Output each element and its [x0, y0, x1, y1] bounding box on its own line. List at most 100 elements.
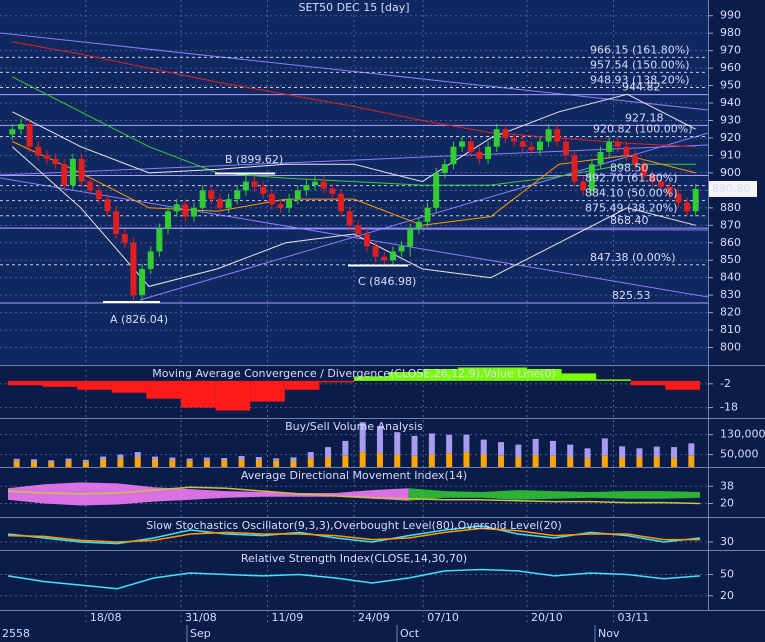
volume-bar — [584, 458, 591, 467]
volume-bar — [653, 446, 660, 457]
volume-bar — [203, 457, 210, 461]
candle-body — [234, 190, 241, 200]
candle-body — [441, 164, 448, 173]
volume-bar — [480, 439, 487, 455]
moving-average — [12, 76, 696, 186]
histogram-bar — [665, 380, 700, 390]
candle-body — [562, 141, 569, 156]
volume-bar — [30, 459, 37, 462]
volume-bar — [100, 456, 107, 460]
pivot-label: C (846.98) — [358, 275, 416, 288]
candle-body — [649, 176, 656, 182]
level-label: 892.70 (61.80%) — [585, 172, 678, 185]
volume-bar — [567, 457, 574, 467]
candle-body — [606, 141, 613, 152]
level-label: 927.18 — [625, 111, 664, 124]
candle-body — [675, 193, 682, 203]
candle-body — [208, 190, 215, 200]
moving-average — [12, 93, 696, 183]
candle-body — [433, 172, 440, 208]
volume-bar — [688, 455, 695, 467]
y-tick-label: 840 — [720, 271, 741, 284]
candle-body — [381, 256, 388, 261]
volume-bar — [515, 457, 522, 467]
level-label: 847.38 (0.00%) — [590, 251, 676, 264]
histogram-bar — [215, 380, 251, 411]
indicator-marks — [7, 525, 701, 545]
candle-body — [450, 146, 457, 165]
candle-body — [632, 155, 639, 165]
volume-bar — [601, 455, 608, 467]
candle-body — [242, 181, 249, 191]
volume-bar — [273, 458, 280, 461]
volume-bar — [169, 460, 176, 467]
volume-bar — [446, 453, 453, 467]
candle-body — [286, 199, 293, 208]
y-tick-label: 870 — [720, 218, 741, 231]
volume-bar — [238, 459, 245, 467]
volume-bar — [13, 458, 20, 461]
y-tick-label: 970 — [720, 44, 741, 57]
candle-body — [165, 211, 172, 229]
volume-bar — [342, 455, 349, 467]
candle-body — [182, 204, 189, 217]
y-tick-label: -2 — [720, 377, 731, 390]
indicator-marks — [8, 367, 700, 411]
volume-bar — [134, 457, 141, 467]
y-tick-label: 830 — [720, 288, 741, 301]
volume-bar — [65, 461, 72, 467]
volume-bar — [671, 447, 678, 459]
candle-body — [9, 129, 16, 135]
volume-bar — [376, 453, 383, 467]
volume-bar — [186, 458, 193, 461]
candle-body — [312, 181, 319, 186]
volume-bar — [48, 460, 55, 463]
candle-body — [528, 146, 535, 151]
level-label: 944.82 — [622, 81, 661, 94]
candle-body — [398, 246, 405, 252]
histogram-bar — [630, 380, 666, 386]
volume-bar — [290, 457, 297, 462]
x-tick-label: 18/08 — [90, 611, 122, 624]
histogram-bar — [8, 380, 43, 386]
y-tick-label: 900 — [720, 166, 741, 179]
candle-body — [35, 146, 42, 156]
histogram-bar — [561, 373, 597, 381]
candle-body — [338, 193, 345, 212]
volume-bar — [325, 447, 332, 458]
y-tick-label: 960 — [720, 61, 741, 74]
volume-bar — [480, 454, 487, 467]
histogram-bar — [284, 380, 320, 390]
candle-body — [666, 186, 673, 194]
volume-bar — [428, 433, 435, 455]
volume-bar — [619, 457, 626, 467]
y-tick-label: 50,000 — [720, 448, 759, 461]
y-tick-label: 20 — [720, 589, 734, 602]
period-label: Nov — [598, 627, 620, 640]
indicator-line — [7, 525, 701, 545]
candle-body — [320, 181, 327, 189]
candle-body — [640, 164, 647, 177]
panel-title: Moving Average Convergence / Divergence(… — [152, 367, 556, 380]
candle-body — [52, 158, 59, 165]
x-tick-label: 24/09 — [358, 611, 390, 624]
moving-average — [11, 146, 696, 287]
y-tick-label: 50 — [720, 567, 734, 580]
trend-line — [0, 144, 708, 176]
candle-body — [303, 185, 310, 191]
volume-bar — [463, 434, 470, 453]
volume-bar — [169, 457, 176, 461]
candle-body — [459, 141, 466, 147]
candle-body — [571, 155, 578, 182]
histogram-bar — [354, 376, 389, 381]
axis-background — [708, 366, 765, 418]
moving-average — [12, 41, 696, 148]
candle-body — [329, 188, 336, 194]
level-label: 875.49 (38.20%) — [585, 202, 678, 215]
histogram-bar — [319, 380, 354, 383]
axis-background — [708, 419, 765, 467]
y-tick-label: 910 — [720, 148, 741, 161]
y-tick-label: 940 — [720, 96, 741, 109]
histogram-bar — [388, 371, 424, 381]
candle-body — [17, 123, 24, 130]
